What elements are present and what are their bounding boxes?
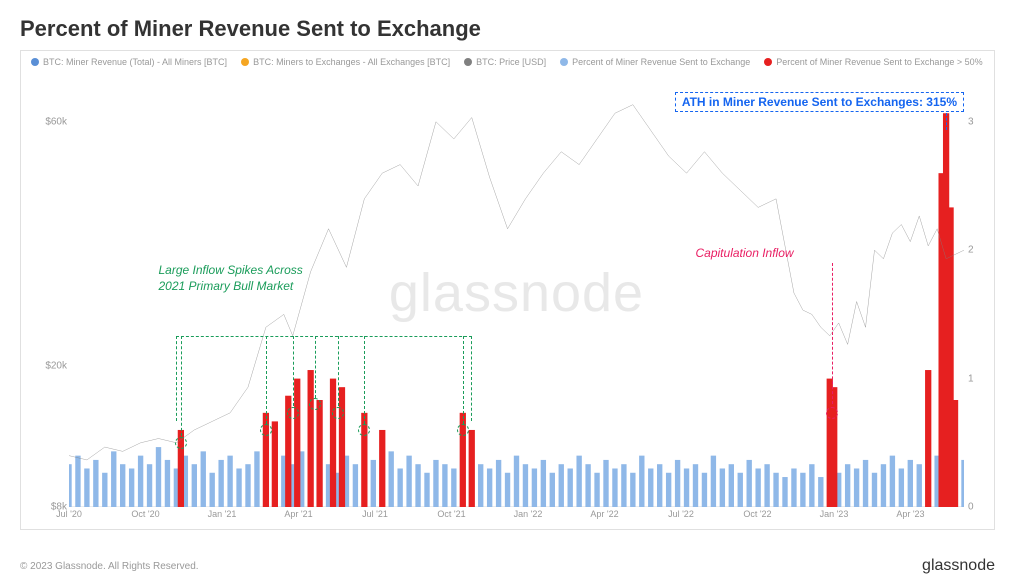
x-tick: Oct '22 [743,509,771,519]
green-dash-line [338,336,339,407]
x-tick: Jul '20 [56,509,82,519]
x-axis: Jul '20Oct '20Jan '21Apr '21Jul '21Oct '… [69,509,964,525]
annotation-ath: ATH in Miner Revenue Sent to Exchanges: … [675,92,964,112]
green-circle-marker [358,424,370,436]
chart-title: Percent of Miner Revenue Sent to Exchang… [0,0,1015,50]
y-axis-left: $8k$20k$60k [27,79,67,507]
x-tick: Jan '22 [514,509,543,519]
legend-item: BTC: Miners to Exchanges - All Exchanges… [241,57,450,67]
green-dash-line [293,336,294,407]
legend-swatch [241,58,249,66]
legend-swatch [31,58,39,66]
legend: BTC: Miner Revenue (Total) - All Miners … [21,51,994,73]
x-tick: Jan '23 [820,509,849,519]
legend-label: Percent of Miner Revenue Sent to Exchang… [572,57,750,67]
footer: © 2023 Glassnode. All Rights Reserved. g… [20,549,995,575]
green-dash-line [364,336,365,424]
x-tick: Jan '21 [208,509,237,519]
green-circle-marker [287,407,299,419]
legend-swatch [464,58,472,66]
green-dash-line [181,336,182,437]
y-left-tick: $20k [45,360,67,371]
y-axis-right: 0123 [968,79,988,507]
legend-item: Percent of Miner Revenue Sent to Exchang… [764,57,982,67]
red-circle-marker [826,407,838,419]
green-circle-marker [457,424,469,436]
y-right-tick: 2 [968,245,974,256]
legend-label: BTC: Price [USD] [476,57,546,67]
blue-dash-line [946,113,947,130]
green-circle-marker [332,407,344,419]
y-left-tick: $60k [45,116,67,127]
brand-logo: glassnode [922,557,995,575]
chart-container: BTC: Miner Revenue (Total) - All Miners … [20,50,995,530]
legend-swatch [560,58,568,66]
legend-label: Percent of Miner Revenue Sent to Exchang… [776,57,982,67]
annotation-bull-market: Large Inflow Spikes Across 2021 Primary … [159,263,303,294]
green-dash-line [266,336,267,424]
y-right-tick: 1 [968,373,974,384]
x-tick: Oct '21 [437,509,465,519]
x-tick: Apr '23 [896,509,924,519]
green-dash-line [315,336,316,398]
legend-item: BTC: Price [USD] [464,57,546,67]
legend-item: BTC: Miner Revenue (Total) - All Miners … [31,57,227,67]
green-dash-line [463,336,464,424]
copyright-text: © 2023 Glassnode. All Rights Reserved. [20,561,199,572]
green-bracket [176,336,471,422]
plot-area: glassnode Large Inflow Spikes Across 202… [69,79,964,507]
green-circle-marker [175,437,187,449]
y-right-tick: 3 [968,116,974,127]
legend-label: BTC: Miner Revenue (Total) - All Miners … [43,57,227,67]
x-tick: Apr '21 [284,509,312,519]
annotation-capitulation: Capitulation Inflow [696,246,794,260]
green-circle-marker [260,424,272,436]
y-right-tick: 0 [968,502,974,513]
legend-swatch [764,58,772,66]
red-dash-line [832,263,833,404]
x-tick: Jul '22 [668,509,694,519]
x-tick: Jul '21 [362,509,388,519]
legend-item: Percent of Miner Revenue Sent to Exchang… [560,57,750,67]
x-tick: Apr '22 [590,509,618,519]
x-tick: Oct '20 [131,509,159,519]
legend-label: BTC: Miners to Exchanges - All Exchanges… [253,57,450,67]
green-circle-marker [309,398,321,410]
